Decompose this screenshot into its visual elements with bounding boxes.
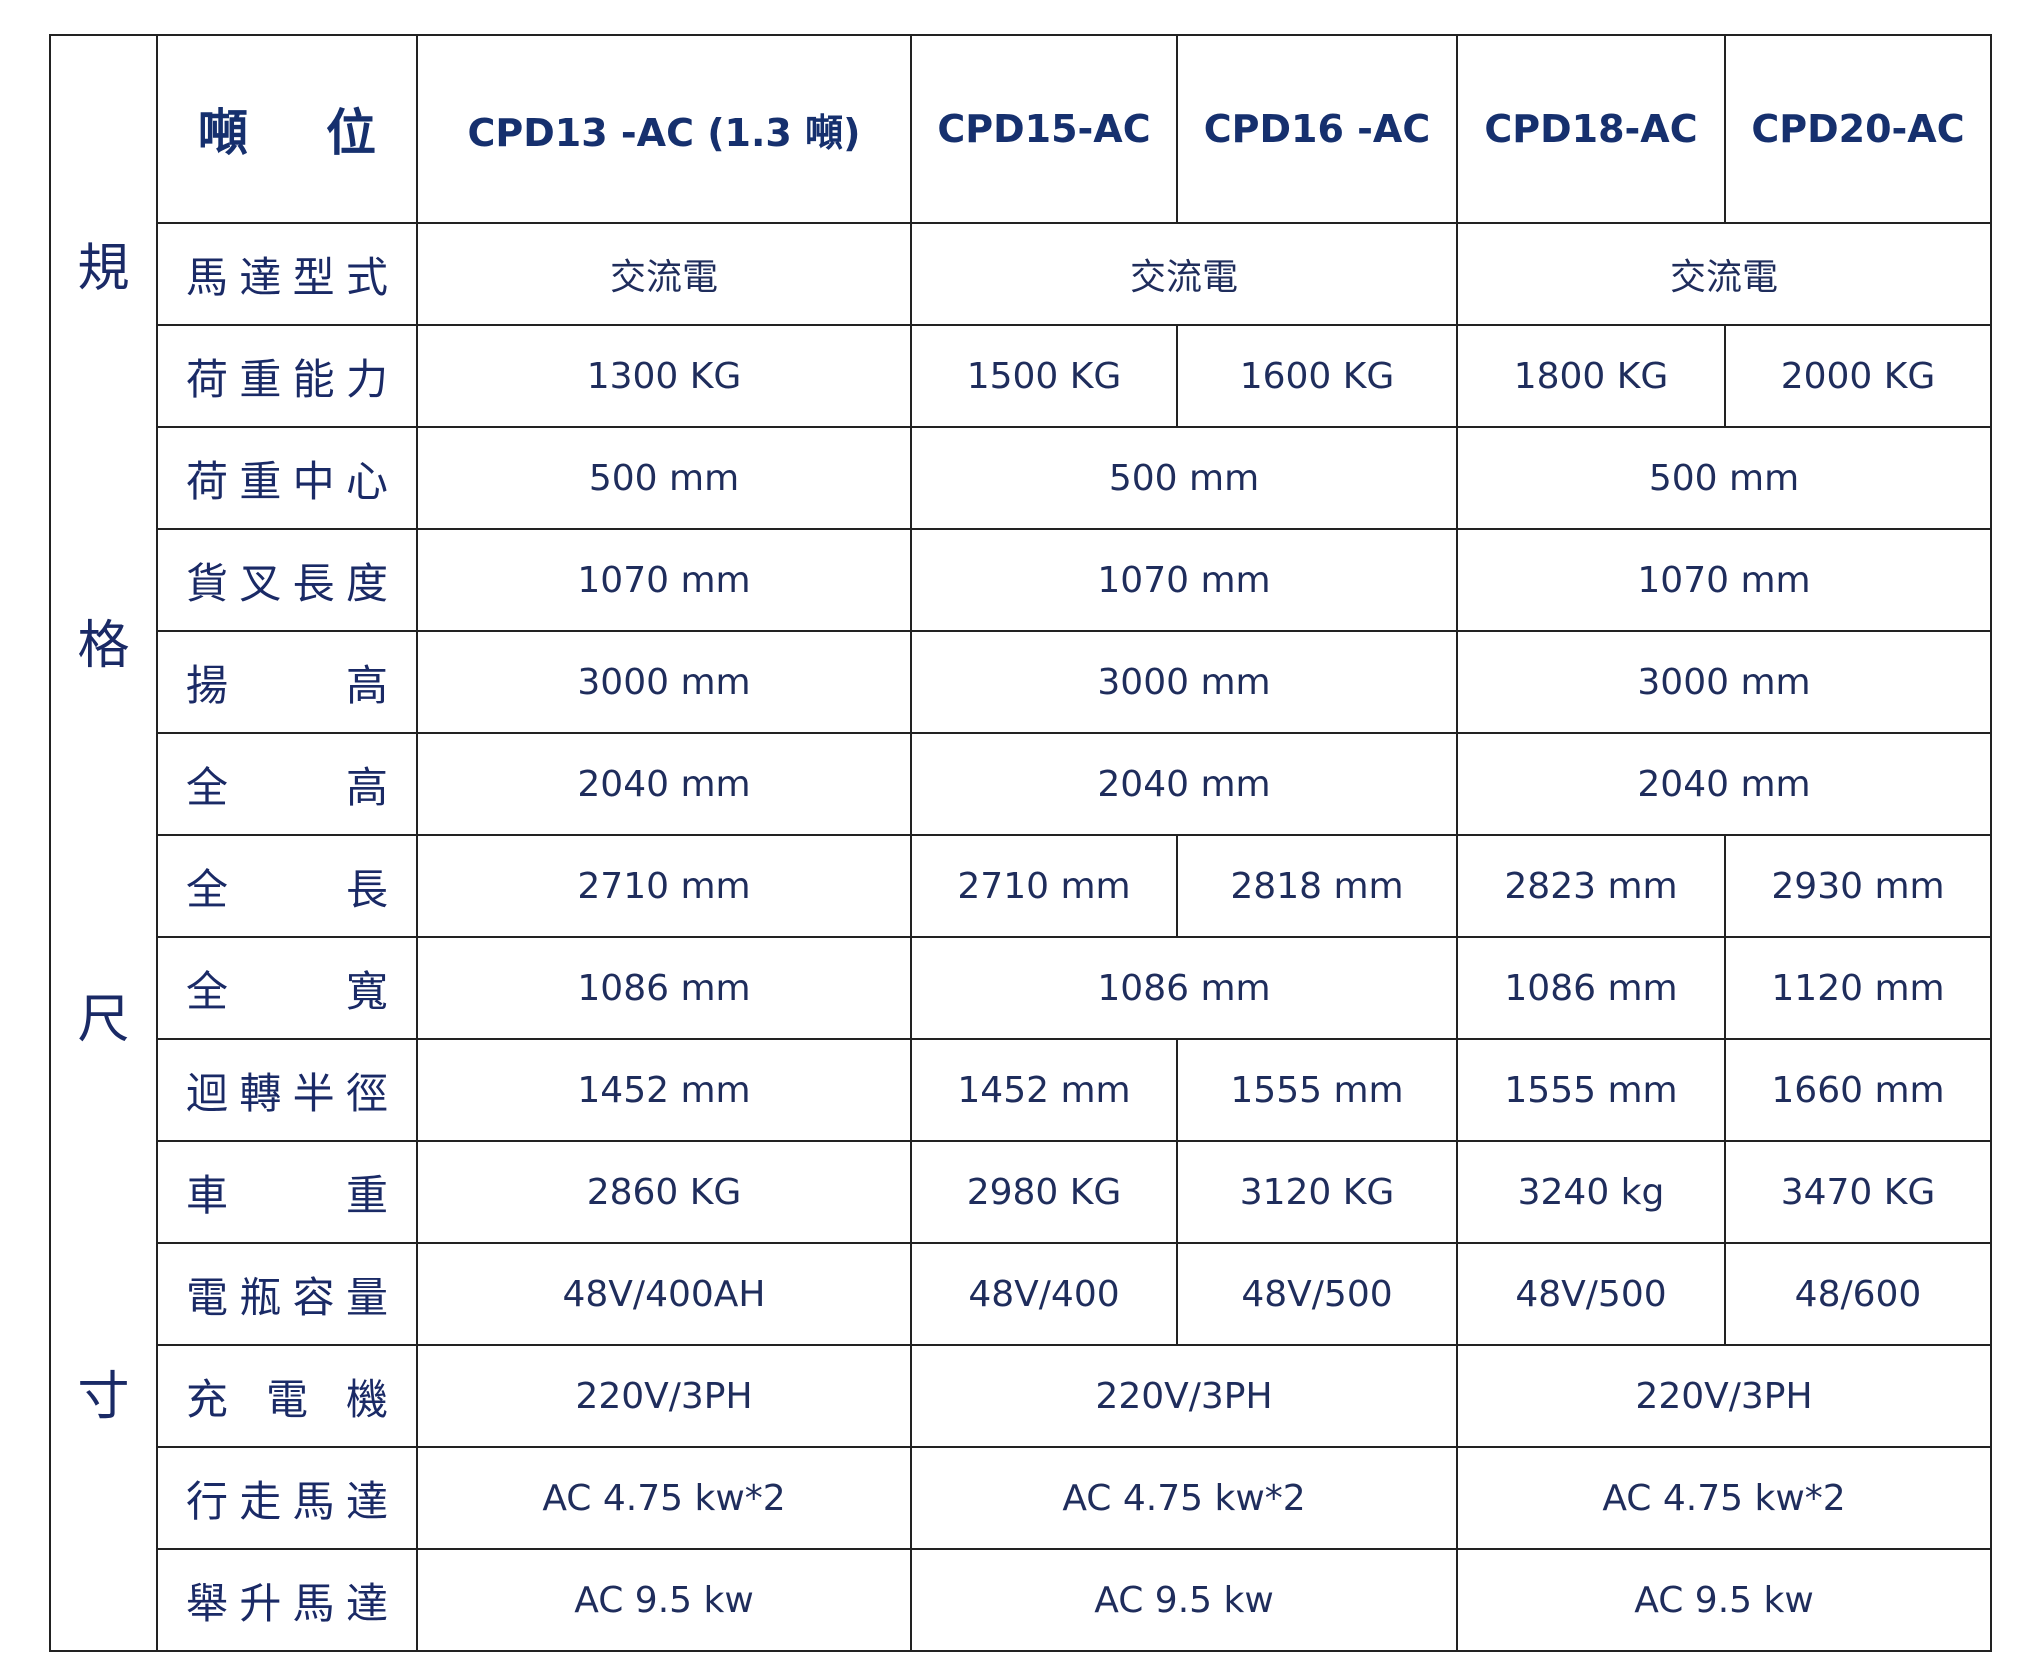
- value-cell: 2710 mm: [418, 836, 912, 938]
- side-label: 格: [77, 616, 130, 676]
- value-cell: 220V/3PH: [418, 1346, 912, 1448]
- value-cell: 1086 mm: [418, 938, 912, 1040]
- row-label-text: 馬達型式: [186, 252, 388, 302]
- row-label: 迴轉半徑: [158, 1040, 418, 1142]
- value-cell: 2980 KG: [912, 1142, 1178, 1244]
- row-label: 全 長: [158, 836, 418, 938]
- value-cell: 1452 mm: [418, 1040, 912, 1142]
- row-label: 電瓶容量: [158, 1244, 418, 1346]
- value-cell: 1070 mm: [1458, 530, 1992, 632]
- row-label-text: 行走馬達: [186, 1476, 388, 1526]
- value-cell: 1555 mm: [1458, 1040, 1726, 1142]
- value-cell: 交流電: [912, 224, 1458, 326]
- model-header: CPD15-AC: [912, 34, 1178, 224]
- row-label-text: 充 電 機: [186, 1374, 388, 1424]
- value-cell: 3470 KG: [1726, 1142, 1992, 1244]
- value-cell: 48V/500: [1178, 1244, 1458, 1346]
- value-cell: 1086 mm: [1458, 938, 1726, 1040]
- row-label: 充 電 機: [158, 1346, 418, 1448]
- value-cell: AC 4.75 kw*2: [418, 1448, 912, 1550]
- row-label-text: 全 高: [186, 762, 388, 812]
- value-cell: AC 9.5 kw: [418, 1550, 912, 1652]
- value-cell: AC 9.5 kw: [912, 1550, 1458, 1652]
- value-cell: 1800 KG: [1458, 326, 1726, 428]
- side-label: 規: [77, 239, 130, 299]
- value-cell: 48V/400AH: [418, 1244, 912, 1346]
- row-label: 貨叉長度: [158, 530, 418, 632]
- value-cell: 2000 KG: [1726, 326, 1992, 428]
- value-cell: 2818 mm: [1178, 836, 1458, 938]
- value-cell: 220V/3PH: [1458, 1346, 1992, 1448]
- value-cell: 1300 KG: [418, 326, 912, 428]
- value-cell: AC 9.5 kw: [1458, 1550, 1992, 1652]
- row-label-text: 揚 高: [186, 660, 388, 710]
- header-label-text: 噸 位: [198, 103, 376, 162]
- value-cell: 1660 mm: [1726, 1040, 1992, 1142]
- value-cell: 3000 mm: [912, 632, 1458, 734]
- value-cell: 1555 mm: [1178, 1040, 1458, 1142]
- row-label-text: 舉升馬達: [186, 1578, 388, 1628]
- row-label-text: 全 寬: [186, 966, 388, 1016]
- row-label-text: 迴轉半徑: [186, 1068, 388, 1118]
- value-cell: AC 4.75 kw*2: [1458, 1448, 1992, 1550]
- value-cell: 交流電: [1458, 224, 1992, 326]
- model-header: CPD20-AC: [1726, 34, 1992, 224]
- row-label-text: 荷重中心: [186, 456, 388, 506]
- value-cell: 500 mm: [418, 428, 912, 530]
- row-label-text: 貨叉長度: [186, 558, 388, 608]
- row-label: 舉升馬達: [158, 1550, 418, 1652]
- row-label: 荷重中心: [158, 428, 418, 530]
- row-label-text: 荷重能力: [186, 354, 388, 404]
- row-label: 馬達型式: [158, 224, 418, 326]
- value-cell: 2860 KG: [418, 1142, 912, 1244]
- value-cell: 3000 mm: [418, 632, 912, 734]
- value-cell: 3120 KG: [1178, 1142, 1458, 1244]
- value-cell: 500 mm: [1458, 428, 1992, 530]
- row-label: 荷重能力: [158, 326, 418, 428]
- side-label: 尺: [77, 990, 130, 1050]
- row-label: 揚 高: [158, 632, 418, 734]
- value-cell: 500 mm: [912, 428, 1458, 530]
- model-header: CPD13 -AC (1.3 噸): [418, 34, 912, 224]
- row-label: 行走馬達: [158, 1448, 418, 1550]
- value-cell: 1070 mm: [912, 530, 1458, 632]
- side-column: [49, 34, 158, 1652]
- value-cell: 220V/3PH: [912, 1346, 1458, 1448]
- value-cell: 1120 mm: [1726, 938, 1992, 1040]
- value-cell: 48V/400: [912, 1244, 1178, 1346]
- header-label: 噸 位: [158, 34, 418, 224]
- model-header: CPD16 -AC: [1178, 34, 1458, 224]
- value-cell: 1600 KG: [1178, 326, 1458, 428]
- row-label-text: 電瓶容量: [186, 1272, 388, 1322]
- row-label: 全 寬: [158, 938, 418, 1040]
- value-cell: 1086 mm: [912, 938, 1458, 1040]
- value-cell: 48/600: [1726, 1244, 1992, 1346]
- value-cell: 3000 mm: [1458, 632, 1992, 734]
- row-label-text: 車 重: [186, 1170, 388, 1220]
- row-label: 全 高: [158, 734, 418, 836]
- model-header: CPD18-AC: [1458, 34, 1726, 224]
- value-cell: 2710 mm: [912, 836, 1178, 938]
- value-cell: 3240 kg: [1458, 1142, 1726, 1244]
- row-label-text: 全 長: [186, 864, 388, 914]
- row-label: 車 重: [158, 1142, 418, 1244]
- value-cell: 2823 mm: [1458, 836, 1726, 938]
- value-cell: 2040 mm: [418, 734, 912, 836]
- side-label: 寸: [77, 1367, 130, 1427]
- value-cell: AC 4.75 kw*2: [912, 1448, 1458, 1550]
- value-cell: 1452 mm: [912, 1040, 1178, 1142]
- value-cell: 1070 mm: [418, 530, 912, 632]
- value-cell: 2930 mm: [1726, 836, 1992, 938]
- value-cell: 2040 mm: [1458, 734, 1992, 836]
- value-cell: 48V/500: [1458, 1244, 1726, 1346]
- value-cell: 2040 mm: [912, 734, 1458, 836]
- value-cell: 1500 KG: [912, 326, 1178, 428]
- value-cell: 交流電: [418, 224, 912, 326]
